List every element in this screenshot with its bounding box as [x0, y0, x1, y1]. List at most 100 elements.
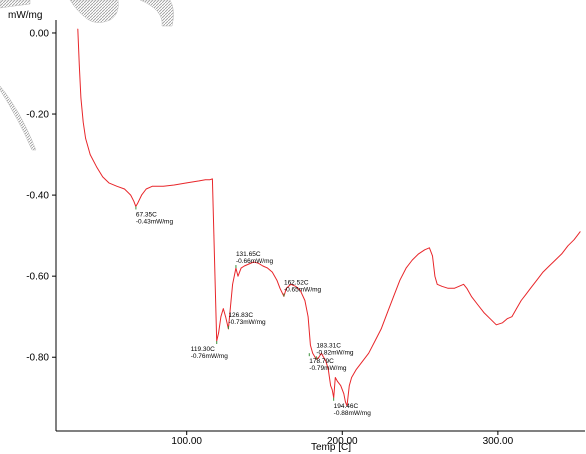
data-point	[330, 385, 331, 386]
data-point	[356, 369, 357, 370]
data-point	[506, 318, 508, 320]
data-point	[530, 288, 531, 289]
data-point	[145, 188, 147, 190]
annotation-value: -0.43mW/mg	[136, 218, 174, 225]
data-point	[141, 194, 142, 196]
data-point	[368, 352, 370, 354]
data-point	[82, 121, 84, 123]
annotation-temperature: 119.30C	[191, 346, 215, 353]
data-point	[555, 259, 556, 261]
data-point	[412, 259, 413, 261]
data-point	[295, 286, 296, 287]
y-tick-label: -0.40	[26, 191, 49, 202]
data-point	[130, 194, 131, 196]
data-point	[96, 166, 97, 167]
data-point	[331, 389, 333, 391]
data-point	[124, 188, 125, 190]
data-point	[116, 185, 117, 187]
data-point	[108, 182, 110, 184]
data-point	[374, 340, 376, 342]
annotation-temperature: 131.65C	[236, 251, 261, 258]
data-point	[520, 300, 522, 301]
data-point	[213, 235, 215, 236]
data-point	[209, 179, 211, 180]
data-point	[205, 179, 206, 180]
data-point	[77, 28, 79, 30]
data-point	[436, 284, 438, 285]
data-point	[290, 284, 292, 285]
data-point	[318, 356, 320, 358]
data-point	[276, 279, 278, 281]
annotation-value: -0.73mW/mg	[228, 319, 266, 326]
x-axis: 100.00 200.00 300.00	[171, 431, 514, 447]
y-tick-label: -0.20	[26, 110, 49, 121]
annotation-value: -0.79mW/mg	[309, 365, 347, 372]
data-point	[244, 265, 245, 267]
data-point	[483, 312, 485, 313]
data-point	[441, 286, 443, 287]
data-point	[380, 328, 382, 330]
data-point	[253, 261, 254, 263]
x-tick-label: 100.00	[171, 436, 202, 447]
annotation-temperature: 162.52C	[284, 279, 309, 286]
data-point	[429, 247, 430, 249]
data-point	[542, 271, 544, 273]
data-point	[220, 316, 222, 318]
data-point	[163, 185, 164, 187]
y-tick-label: 0.00	[30, 28, 50, 39]
data-point	[496, 324, 497, 326]
data-point	[152, 185, 153, 187]
data-point	[230, 308, 231, 309]
data-point	[536, 279, 538, 281]
data-point	[525, 294, 527, 295]
data-point	[458, 286, 460, 287]
data-point	[225, 316, 226, 318]
x-axis-label: Temp [C]	[311, 442, 351, 453]
data-point	[399, 279, 401, 281]
data-point	[307, 316, 309, 318]
data-point	[502, 322, 503, 324]
data-point	[212, 178, 213, 180]
data-point	[80, 97, 82, 99]
data-point	[463, 284, 464, 285]
data-point	[573, 239, 575, 240]
y-tick-label: -0.80	[26, 353, 49, 364]
data-point	[405, 267, 407, 269]
data-point	[548, 265, 550, 267]
data-point	[434, 275, 436, 277]
data-point	[393, 296, 394, 297]
data-point	[173, 184, 175, 186]
data-point	[471, 296, 472, 297]
data-point	[351, 377, 352, 378]
data-point	[198, 180, 200, 182]
data-point	[102, 176, 103, 178]
data-point	[186, 182, 187, 184]
data-point	[477, 304, 478, 305]
annotation-value: -0.88mW/mg	[334, 410, 372, 417]
data-point	[232, 284, 233, 285]
data-point	[310, 344, 311, 346]
data-point	[223, 308, 224, 309]
data-point	[79, 65, 80, 66]
data-point	[340, 385, 342, 386]
data-point	[516, 308, 517, 309]
data-point	[286, 288, 287, 289]
data-point	[466, 288, 468, 289]
data-point	[335, 377, 336, 378]
y-axis: 0.00 -0.20 -0.40 -0.60 -0.80	[26, 28, 56, 364]
annotation-value: -0.65mW/mg	[284, 286, 322, 293]
data-point	[580, 231, 581, 232]
annotation-value: -0.76mW/mg	[191, 353, 229, 360]
y-tick-label: -0.60	[26, 272, 49, 283]
plot-frame	[55, 20, 585, 432]
data-point	[561, 253, 562, 255]
data-point	[248, 263, 250, 265]
peak-annotations: 67.35C-0.43mW/mg 119.30C-0.76mW/mg 126.83C…	[135, 206, 372, 417]
data-point	[387, 312, 388, 313]
watermark-fragment	[0, 0, 174, 151]
data-point	[262, 265, 264, 267]
data-point	[323, 356, 324, 358]
annotation-temperature: 67.35C	[136, 211, 157, 218]
data-point	[85, 138, 86, 139]
